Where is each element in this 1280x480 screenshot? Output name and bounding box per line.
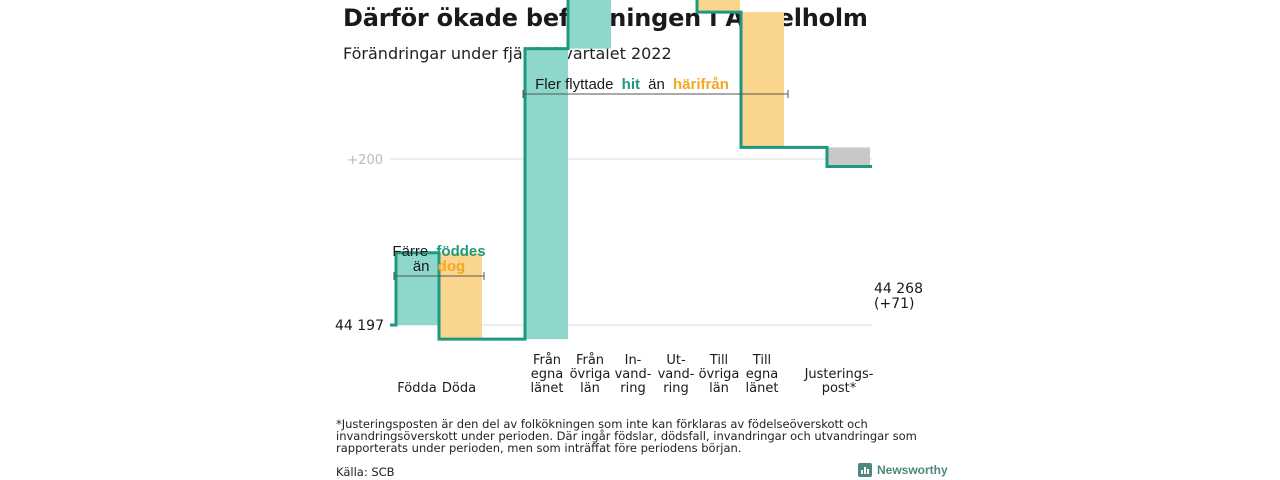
x-label-justeringspost: Justerings-	[804, 367, 874, 382]
x-label-fran-egna-lanet: Från	[533, 353, 561, 368]
step-line	[390, 0, 872, 341]
newsworthy-logo-icon	[858, 463, 872, 477]
moves-annotation-harifran: härifrån	[673, 76, 729, 93]
moves-annotation-middle: än	[648, 76, 665, 93]
x-label-till-egna-lanet: Till	[752, 353, 771, 368]
footnote: *Justeringsposten är den del av folkökni…	[336, 417, 917, 455]
x-label-invandring: In-	[625, 353, 642, 368]
x-label-till-ovriga-lan: län	[709, 381, 729, 396]
end-value-label: 44 268	[874, 281, 923, 297]
x-label-invandring: ring	[620, 381, 645, 396]
bar-fodda	[396, 252, 439, 325]
chart-subtitle: Förändringar under fjärde kvartalet 2022	[343, 44, 672, 63]
deaths-annotation-highlight: dog	[438, 258, 466, 275]
births-annotation: Färre föddes än dog	[392, 243, 486, 280]
baseline-label: 44 197	[335, 318, 384, 334]
x-label-fran-ovriga-lan: övriga	[570, 367, 611, 382]
x-label-fran-ovriga-lan: Från	[576, 353, 604, 368]
step-line-layer	[390, 0, 872, 341]
x-label-till-ovriga-lan: övriga	[699, 367, 740, 382]
x-label-utvandring: ring	[663, 381, 688, 396]
moves-annotation: Fler flyttade hit än härifrån	[522, 76, 789, 98]
bar-fran-ovriga-lan	[568, 0, 611, 49]
brand-name: Newsworthy	[877, 463, 948, 477]
bar-doda	[439, 252, 482, 340]
x-label-utvandring: Ut-	[666, 353, 686, 368]
y-tick-label: +200	[347, 153, 383, 168]
label-layer: Födda DödaFrånegnalänetFrånövrigalänIn-va…	[397, 353, 873, 396]
brand[interactable]: Newsworthy	[858, 463, 948, 477]
births-annotation-text: Färre	[392, 243, 428, 260]
x-label-justeringspost: post*	[822, 381, 857, 396]
x-label-utvandring: vand-	[658, 367, 695, 382]
x-label-fran-egna-lanet: egna	[531, 367, 563, 382]
births-annotation-text-2: än	[413, 258, 430, 275]
bar-fran-egna-lanet	[525, 48, 568, 340]
moves-annotation-hit: hit	[622, 76, 640, 93]
y-tick-label: +400	[347, 0, 383, 2]
bar-layer	[396, 0, 870, 340]
x-label-invandring: vand-	[615, 367, 652, 382]
x-label-fran-ovriga-lan: län	[580, 381, 600, 396]
bar-till-egna-lanet	[741, 12, 784, 148]
svg-text:än dog: än dog	[413, 258, 465, 275]
x-label-till-ovriga-lan: Till	[709, 353, 728, 368]
x-label-fodda: Födda	[397, 381, 436, 396]
moves-annotation-text: Fler flyttade	[535, 76, 613, 93]
x-label-fran-egna-lanet: länet	[531, 381, 564, 396]
x-label-till-egna-lanet: länet	[746, 381, 779, 396]
source-label: Källa: SCB	[336, 465, 395, 479]
end-change-label: (+71)	[874, 296, 914, 312]
x-label-till-egna-lanet: egna	[746, 367, 778, 382]
svg-text:Färre föddes: Färre föddes	[392, 243, 485, 260]
bar-justeringspost	[827, 147, 870, 167]
svg-text:Fler flyttade hit: Fler flyttade hit än härifrån	[535, 76, 729, 93]
births-annotation-highlight: föddes	[436, 243, 485, 260]
x-label-doda: Döda	[442, 381, 476, 396]
bar-till-ovriga-lan	[697, 0, 740, 13]
